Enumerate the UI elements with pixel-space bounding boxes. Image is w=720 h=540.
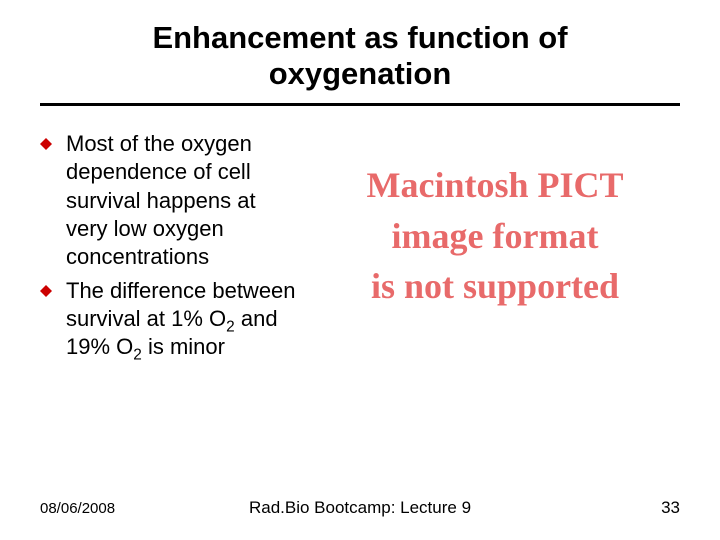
footer-center: Rad.Bio Bootcamp: Lecture 9	[249, 498, 471, 518]
pict-line: Macintosh PICT	[310, 160, 680, 210]
bullet-text: The difference between survival at 1% O2…	[66, 277, 300, 361]
diamond-bullet-icon	[40, 138, 52, 150]
footer-page-number: 33	[661, 498, 680, 518]
bullet-item: Most of the oxygen dependence of cell su…	[40, 130, 300, 271]
content-row: Most of the oxygen dependence of cell su…	[40, 130, 680, 367]
bullet-list: Most of the oxygen dependence of cell su…	[40, 130, 300, 367]
slide-footer: 08/06/2008 Rad.Bio Bootcamp: Lecture 9 3…	[0, 498, 720, 518]
footer-date: 08/06/2008	[40, 500, 115, 517]
slide-title: Enhancement as function of oxygenation	[40, 20, 680, 103]
pict-line: is not supported	[310, 261, 680, 311]
slide-container: Enhancement as function of oxygenation M…	[0, 0, 720, 540]
bullet-item: The difference between survival at 1% O2…	[40, 277, 300, 361]
diamond-bullet-icon	[40, 285, 52, 297]
pict-unsupported-message: Macintosh PICT image format is not suppo…	[310, 160, 680, 311]
title-underline	[40, 103, 680, 106]
pict-line: image format	[310, 211, 680, 261]
bullet-text: Most of the oxygen dependence of cell su…	[66, 130, 300, 271]
image-placeholder-area: Macintosh PICT image format is not suppo…	[310, 130, 680, 367]
